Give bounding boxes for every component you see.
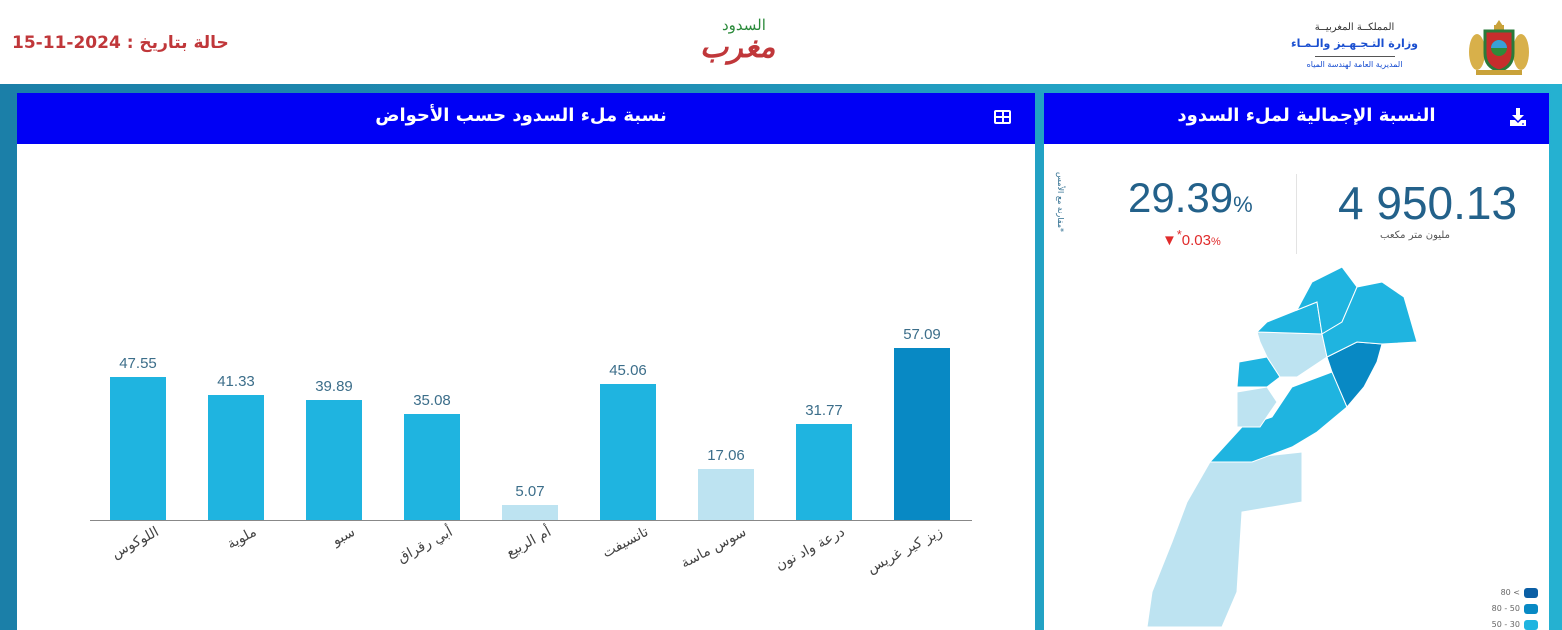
kingdom-text: المملكــة المغربيــة — [1314, 22, 1395, 33]
total-fill-rate-panel: النسبة الإجمالية لملء السدود *مقارنة مع … — [1044, 93, 1549, 630]
chart-bar[interactable] — [110, 377, 166, 520]
panel-header: النسبة الإجمالية لملء السدود — [1044, 93, 1549, 144]
total-volume: 4 950.13 — [1338, 177, 1518, 229]
legend-label: 50 - 30 — [1491, 620, 1520, 629]
map-region-moulouya — [1321, 281, 1418, 358]
category-label: ملوية — [224, 524, 260, 553]
category-label: سوس ماسة — [678, 524, 750, 572]
map-region-light-1 — [1236, 386, 1278, 428]
bar-value-label: 39.89 — [315, 378, 353, 395]
legend-label: 80 < — [1500, 588, 1520, 597]
chart-bar[interactable] — [208, 395, 264, 520]
map-legend: 80 < 80 - 50 50 - 30 — [1480, 586, 1550, 630]
bar-value-label: 57.09 — [903, 326, 941, 343]
category-label: اللوكوس — [108, 524, 162, 563]
legend-item: 80 < — [1480, 586, 1550, 602]
panel-body: 47.55 اللوكوس 41.33 ملوية 39.89 سبو 35.08 أبي ر… — [17, 144, 1035, 630]
map-region-sebou — [1255, 301, 1323, 335]
table-view-icon[interactable] — [994, 110, 1011, 124]
category-label: أبي رقراق — [395, 524, 456, 567]
ministry-text: وزارة التـجـهـيز والـمـاء — [1290, 37, 1418, 50]
panel-body: *مقارنة مع الأمس 29.39% ▼*0.03% 4 950.13… — [1044, 144, 1549, 630]
category-label: سبو — [329, 524, 358, 550]
map-region-draa — [1208, 371, 1348, 463]
legend-label: 80 - 50 — [1491, 604, 1520, 613]
status-date: حالة بتاريخ : 2024-11-15 — [12, 33, 229, 53]
legend-item: 80 - 50 — [1480, 602, 1550, 618]
comparison-note: *مقارنة مع الأمس — [1056, 172, 1065, 233]
panel-title: نسبة ملء السدود حسب الأحواض — [375, 105, 667, 126]
map-region-south — [1146, 451, 1303, 628]
logo-main-text: مغرب — [700, 30, 776, 65]
chart-bar[interactable] — [600, 384, 656, 520]
legend-swatch — [1524, 620, 1538, 630]
bar-value-label: 45.06 — [609, 362, 647, 379]
legend-item: 50 - 30 — [1480, 618, 1550, 630]
down-triangle-icon: ▼ — [1162, 232, 1177, 249]
category-label: زيز كير غريس — [864, 524, 946, 577]
chart-bar[interactable] — [404, 414, 460, 520]
chart-bar[interactable] — [698, 469, 754, 520]
bar-value-label: 41.33 — [217, 373, 255, 390]
morocco-basins-map[interactable] — [1142, 262, 1452, 630]
bar-value-label: 47.55 — [119, 355, 157, 372]
chart-bar[interactable] — [502, 505, 558, 520]
overall-fill-rate: 29.39% — [1128, 174, 1253, 221]
chart-bar[interactable] — [894, 348, 950, 520]
bar-value-label: 5.07 — [515, 483, 545, 500]
category-label: درعة واد نون — [772, 524, 848, 574]
category-label: أم الربيع — [503, 524, 554, 561]
volume-unit: مليون متر مكعب — [1380, 230, 1450, 241]
directorate-text: المديرية العامة لهندسة المياه — [1306, 60, 1403, 69]
chart-bar[interactable] — [796, 424, 852, 520]
panel-title: النسبة الإجمالية لملء السدود — [1177, 105, 1436, 126]
chart-bar[interactable] — [306, 400, 362, 520]
download-icon[interactable] — [1509, 107, 1527, 127]
basin-bar-chart: 47.55 اللوكوس 41.33 ملوية 39.89 سبو 35.08 أبي ر… — [17, 144, 1035, 630]
map-region-tensift — [1236, 356, 1281, 388]
legend-swatch — [1524, 588, 1538, 598]
kpi-divider — [1296, 174, 1297, 254]
ministry-logo: المملكــة المغربيــة وزارة التـجـهـيز وا… — [1282, 22, 1427, 69]
category-label: تانسيفت — [600, 524, 652, 562]
bar-value-label: 35.08 — [413, 392, 451, 409]
coat-of-arms-icon — [1469, 20, 1529, 75]
logo-sub-text: السدود — [722, 16, 766, 34]
x-axis-line — [90, 520, 972, 521]
bar-value-label: 17.06 — [707, 447, 745, 464]
maghrib-essoudoud-logo: السدود مغرب — [700, 16, 815, 76]
legend-swatch — [1524, 604, 1538, 614]
ministry-divider — [1314, 56, 1395, 57]
fill-rate-delta: ▼*0.03% — [1162, 228, 1221, 249]
panel-header: نسبة ملء السدود حسب الأحواض — [17, 93, 1035, 144]
basin-fill-rate-panel: نسبة ملء السدود حسب الأحواض 47.55 اللوكوس… — [17, 93, 1035, 630]
bar-value-label: 31.77 — [805, 402, 843, 419]
top-header: حالة بتاريخ : 2024-11-15 السدود مغرب الم… — [0, 0, 1562, 86]
